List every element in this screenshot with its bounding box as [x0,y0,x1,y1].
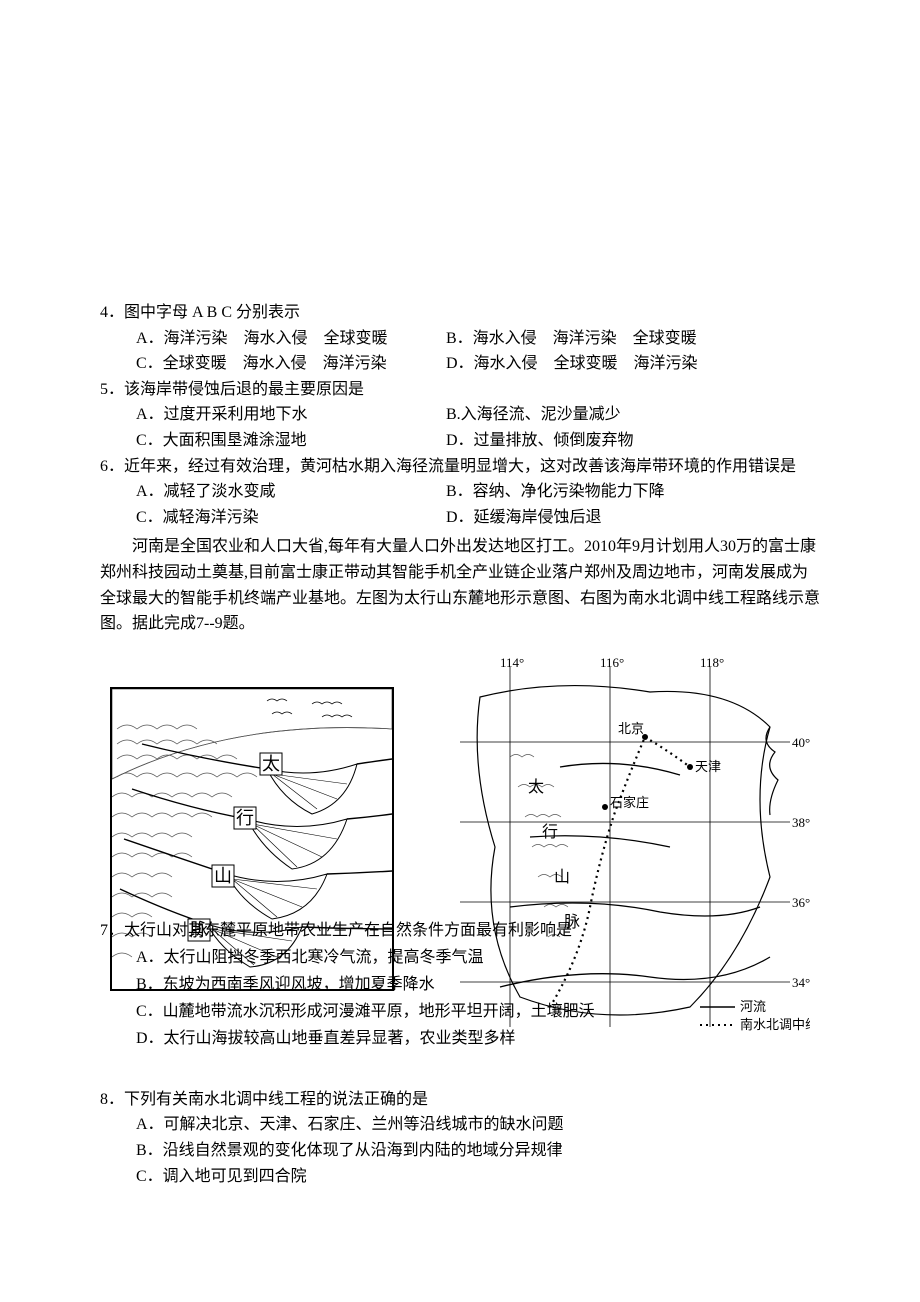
q4-stem: 4．图中字母 A B C 分别表示 [100,300,820,326]
city-sjz: 石家庄 [610,795,649,810]
q6-row2: C．减轻海洋污染 D．延缓海岸侵蚀后退 [100,505,820,531]
q5-opt-c: C．大面积围垦滩涂湿地 [136,428,446,454]
q4-opt-d: D．海水入侵 全球变暖 海洋污染 [446,351,698,377]
q4-opt-c: C．全球变暖 海水入侵 海洋污染 [136,351,446,377]
lon-118: 118° [700,657,724,670]
q5-row2: C．大面积围垦滩涂湿地 D．过量排放、倾倒废弃物 [100,428,820,454]
q6-opt-b: B．容纳、净化污染物能力下降 [446,479,665,505]
q8-opt-c: C．调入地可见到四合院 [100,1164,820,1190]
lon-116: 116° [600,657,624,670]
lat-38: 38° [792,815,810,830]
q7-opt-b: B．东坡为西南季风迎风坡，增加夏季降水 [100,971,820,998]
q6-opt-d: D．延缓海岸侵蚀后退 [446,505,602,531]
q5-opt-d: D．过量排放、倾倒废弃物 [446,428,634,454]
q8-stem: 8．下列有关南水北调中线工程的说法正确的是 [100,1087,820,1113]
q6-opt-a: A．减轻了淡水变咸 [136,479,446,505]
lat-36: 36° [792,895,810,910]
q5-stem: 5．该海岸带侵蚀后退的最主要原因是 [100,377,820,403]
q8-opt-a: A．可解决北京、天津、石家庄、兰州等沿线城市的缺水问题 [100,1112,820,1138]
q7-opt-d: D．太行山海拔较高山地垂直差异显著，农业类型多样 [100,1025,820,1052]
r-hang: 行 [542,823,558,841]
q6-stem: 6．近年来，经过有效治理，黄河枯水期入海径流量明显增大，这对改善该海岸带环境的作… [100,454,820,480]
label-hang: 行 [236,808,254,828]
q6-row1: A．减轻了淡水变咸 B．容纳、净化污染物能力下降 [100,479,820,505]
label-tai: 太 [262,754,280,774]
q5-row1: A．过度开采利用地下水 B.入海径流、泥沙量减少 [100,402,820,428]
exam-page: 4．图中字母 A B C 分别表示 A．海洋污染 海水入侵 全球变暖 B．海水入… [0,0,920,1249]
q4-opt-a: A．海洋污染 海水入侵 全球变暖 [136,326,446,352]
label-shan: 山 [214,866,232,886]
city-beijing: 北京 [618,721,644,736]
q4-opt-b: B．海水入侵 海洋污染 全球变暖 [446,326,697,352]
q7-opt-a: A．太行山阻挡冬季西北寒冷气流，提高冬季气温 [100,944,820,971]
q7-stem: 7．太行山对其东麓平原地带农业生产在自然条件方面最有利影响是 [100,917,820,944]
lon-114: 114° [500,657,524,670]
passage-text: 河南是全国农业和人口大省,每年有大量人口外出发达地区打工。2010年9月计划用人… [100,534,820,636]
city-tianjin: 天津 [695,759,721,774]
q6-opt-c: C．减轻海洋污染 [136,505,446,531]
figure-area: 太 行 山 脉 [100,667,820,1087]
q4-row2: C．全球变暖 海水入侵 海洋污染 D．海水入侵 全球变暖 海洋污染 [100,351,820,377]
q5-opt-a: A．过度开采利用地下水 [136,402,446,428]
lat-40: 40° [792,735,810,750]
q7-opt-c: C．山麓地带流水沉积形成河漫滩平原，地形平坦开阔，土壤肥沃 [100,998,820,1025]
r-tai: 太 [528,778,544,796]
q7-overlay: 7．太行山对其东麓平原地带农业生产在自然条件方面最有利影响是 A．太行山阻挡冬季… [100,917,820,1053]
q8-opt-b: B．沿线自然景观的变化体现了从沿海到内陆的地域分异规律 [100,1138,820,1164]
r-shan: 山 [554,868,570,886]
q5-opt-b: B.入海径流、泥沙量减少 [446,402,621,428]
q4-row1: A．海洋污染 海水入侵 全球变暖 B．海水入侵 海洋污染 全球变暖 [100,326,820,352]
